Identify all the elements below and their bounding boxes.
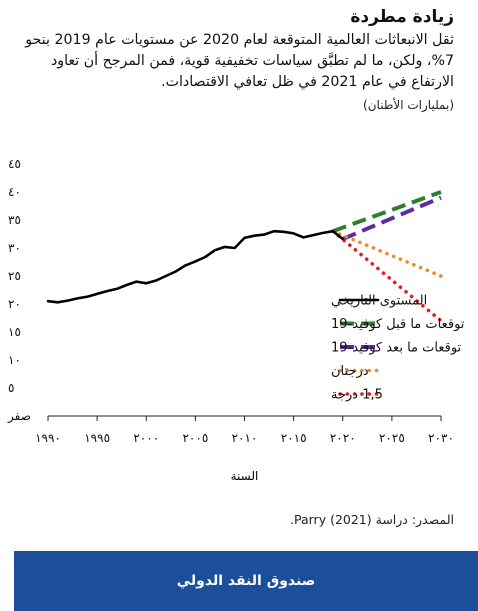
x-tick-label: ٢٠١٠ [232, 431, 258, 445]
unit-label: (بمليارات الأطنان) [363, 98, 454, 112]
imf-footer-banner[interactable]: صندوق النقد الدولي [14, 551, 478, 611]
y-tick-label: ٣٥ [8, 213, 21, 227]
chart-title: زيادة مطردة [350, 7, 454, 27]
x-tick-label: ٢٠٢٥ [379, 431, 405, 445]
chart-header: زيادة مطردة ثقل الانبعاثات العالمية المت… [14, 6, 454, 113]
x-tick-label: ٢٠٠٠ [133, 431, 159, 445]
x-tick-label: ١٩٩٠ [35, 431, 61, 445]
y-tick-label: ٣٠ [8, 241, 21, 255]
source-note: المصدر: دراسة (2021) Parry. [290, 512, 454, 527]
legend-label: 1,5 درجة [331, 388, 383, 403]
legend-label: توقعات ما قبل كوفيد-19 [331, 317, 465, 332]
x-tick-label: ٢٠٢٠ [330, 431, 356, 445]
y-tick-label: ٥ [8, 381, 14, 395]
x-tick-label: ٢٠٠٥ [182, 431, 208, 445]
y-tick-label: ١٠ [8, 353, 21, 367]
footer-label: صندوق النقد الدولي [176, 573, 316, 589]
series-line-3 [331, 229, 443, 278]
axes: ١٩٩٠ ١٩٩٥ ٢٠٠٠ ٢٠٠٥ ٢٠١٠ ٢٠١٥ ٢٠٢٠ ٢٠٢٥ ٢٠٣٠صفر٥… [7, 157, 454, 445]
y-tick-label: ٢٥ [8, 269, 21, 283]
x-tick-label: ١٩٩٥ [84, 431, 110, 445]
y-tick-label: ٤٥ [8, 157, 21, 171]
legend: المستوى التاريخي توقعات ما قبل كوفيد-19 تو… [331, 294, 465, 403]
y-tick-label: ٤٠ [8, 185, 21, 199]
y-tick-label: صفر [7, 409, 31, 424]
series-line-2 [342, 195, 442, 241]
emissions-line-chart: ١٩٩٠ ١٩٩٥ ٢٠٠٠ ٢٠٠٥ ٢٠١٠ ٢٠١٥ ٢٠٢٠ ٢٠٢٥ ٢٠٣٠صفر٥… [7, 157, 465, 483]
series-line-4 [331, 229, 443, 323]
series-line-0 [46, 229, 345, 304]
x-tick-label: ٢٠١٥ [281, 431, 307, 445]
legend-label: درجتان [331, 364, 369, 379]
y-tick-label: ١٥ [8, 325, 21, 339]
y-tick-label: ٢٠ [8, 297, 21, 311]
chart-subtitle: ثقل الانبعاثات العالمية المتوقعة لعام 20… [25, 32, 454, 90]
series-line-1 [332, 190, 442, 234]
series-lines [46, 190, 443, 323]
legend-label: توقعات ما بعد كوفيد-19 [331, 341, 462, 356]
legend-label: المستوى التاريخي [331, 294, 427, 309]
x-axis-label: السنة [231, 469, 259, 483]
x-tick-label: ٢٠٣٠ [428, 431, 454, 445]
